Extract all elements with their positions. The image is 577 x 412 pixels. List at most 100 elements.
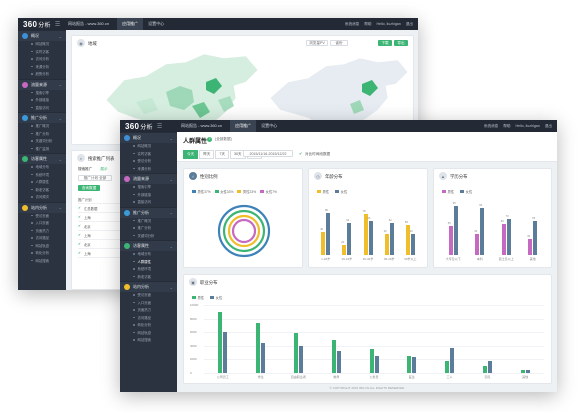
- sidebar-group[interactable]: 推广分析 ⌄: [120, 206, 177, 218]
- sidebar-item[interactable]: 趋势分析: [18, 71, 66, 79]
- bar[interactable]: [331, 340, 336, 373]
- date-tab[interactable]: 昨天: [199, 150, 215, 159]
- bar[interactable]: [475, 234, 480, 255]
- row-checkbox[interactable]: ✔: [78, 215, 81, 219]
- sidebar-group[interactable]: 概况 ⌄: [18, 30, 66, 41]
- sidebar-item[interactable]: 推广分析: [120, 225, 177, 233]
- bar[interactable]: [389, 222, 394, 255]
- bar[interactable]: [342, 244, 347, 255]
- table-row[interactable]: 推广计划: [78, 195, 156, 204]
- sidebar-item[interactable]: 访问分析: [18, 56, 66, 64]
- sidebar-item[interactable]: 推广分析: [18, 131, 66, 139]
- compare-label[interactable]: 对比时间段数据: [305, 152, 331, 156]
- bar[interactable]: [321, 231, 326, 255]
- row-checkbox[interactable]: ✔: [78, 224, 81, 228]
- sidebar-item[interactable]: 关键词分析: [18, 138, 66, 146]
- row-checkbox[interactable]: ✔: [78, 206, 81, 210]
- compare-checkbox[interactable]: ✔: [299, 151, 303, 156]
- user-greeting[interactable]: Hello, liuzhigan: [515, 123, 540, 128]
- date-tab[interactable]: 7天: [215, 150, 229, 159]
- sidebar-group[interactable]: 概况 ⌄: [120, 132, 177, 143]
- sidebar-item[interactable]: 转化分析: [18, 250, 66, 258]
- bar[interactable]: [448, 226, 453, 255]
- tab-settings[interactable]: 设置中心: [261, 123, 278, 128]
- sidebar-item[interactable]: 搜索引擎: [120, 184, 177, 192]
- query-button[interactable]: 查询数据: [78, 185, 100, 191]
- bar[interactable]: [374, 356, 379, 373]
- help-link[interactable]: 帮助: [503, 123, 511, 128]
- bar[interactable]: [480, 208, 485, 255]
- system-message-link[interactable]: 系统消息: [483, 123, 499, 128]
- bar[interactable]: [506, 218, 511, 255]
- bar[interactable]: [326, 213, 331, 255]
- metric-select[interactable]: 浏览量PV: [306, 40, 328, 46]
- sidebar-item[interactable]: 推广监测: [18, 146, 66, 154]
- logo[interactable]: 360分析: [23, 19, 51, 29]
- site-label[interactable]: 网站报告 - www.360.cn: [68, 21, 110, 26]
- sidebar-item[interactable]: 外部链接: [18, 97, 66, 105]
- bar[interactable]: [487, 361, 492, 373]
- sidebar-item[interactable]: 转化分析: [120, 322, 177, 330]
- sidebar-group[interactable]: 推广分析 ⌄: [18, 112, 66, 123]
- sidebar-item[interactable]: 推广概况: [18, 123, 66, 131]
- bar[interactable]: [450, 347, 455, 373]
- sidebar-item[interactable]: 访问路径: [18, 235, 66, 243]
- sidebar-item[interactable]: 实时访客: [18, 49, 66, 57]
- tab-search-promo[interactable]: 搜索推广: [78, 167, 93, 171]
- site-label[interactable]: 网站报告 - www.360.cn: [181, 123, 223, 128]
- sidebar-group[interactable]: 访客属性 ⌄: [120, 240, 177, 251]
- sidebar-item[interactable]: 网站轨迹: [120, 330, 177, 338]
- bar[interactable]: [520, 370, 525, 373]
- sidebar-item[interactable]: 关键词分析: [120, 233, 177, 241]
- user-greeting[interactable]: Hello, liuzhigan: [376, 21, 401, 26]
- tab-settings[interactable]: 设置中心: [148, 21, 165, 26]
- sidebar-item[interactable]: 受访分析: [120, 158, 177, 166]
- sidebar-item[interactable]: 地域分布: [120, 251, 177, 259]
- row-checkbox[interactable]: ✔: [78, 233, 81, 237]
- sidebar-item[interactable]: 来源分析: [18, 64, 66, 72]
- table-row[interactable]: ✔ 汇总数据: [78, 204, 156, 213]
- tab-app-promo[interactable]: 应用推广: [117, 18, 144, 30]
- logout-link[interactable]: 退出: [544, 123, 552, 128]
- sidebar-item[interactable]: 页面热力: [120, 307, 177, 315]
- sidebar-item[interactable]: 新老访客: [120, 274, 177, 282]
- sidebar-item[interactable]: 直接访问: [18, 105, 66, 113]
- sidebar-group[interactable]: 站内分析 ⌄: [120, 281, 177, 292]
- bar[interactable]: [347, 222, 352, 255]
- bar[interactable]: [525, 369, 530, 373]
- info-icon[interactable]: ?: [207, 137, 212, 142]
- bar[interactable]: [363, 214, 368, 255]
- sidebar-item[interactable]: 来源分析: [120, 166, 177, 174]
- row-checkbox[interactable]: ✔: [78, 251, 81, 255]
- sidebar-item[interactable]: 系统环境: [120, 266, 177, 274]
- sidebar-group[interactable]: 站内分析 ⌄: [18, 201, 66, 213]
- bar[interactable]: [384, 234, 389, 255]
- sidebar-item[interactable]: 受访页面: [18, 213, 66, 221]
- bar[interactable]: [528, 239, 533, 255]
- sidebar-item[interactable]: 实时访客: [120, 151, 177, 159]
- sidebar-item[interactable]: 人群属性: [120, 259, 177, 267]
- plan-filter-select[interactable]: 推广计划 全部: [78, 175, 112, 181]
- sidebar-item[interactable]: 人群属性: [18, 179, 66, 187]
- bar[interactable]: [445, 360, 450, 373]
- table-row[interactable]: ✔ 北京: [78, 222, 156, 231]
- sidebar-item[interactable]: 网站概况: [18, 41, 66, 49]
- sidebar-group[interactable]: 流量来源 ⌄: [120, 173, 177, 184]
- sidebar-item[interactable]: 访问频次: [18, 194, 66, 202]
- table-row[interactable]: ✔ 北京: [78, 240, 156, 249]
- sidebar-item[interactable]: 新老访客: [18, 187, 66, 195]
- sidebar-group[interactable]: 访客属性 ⌄: [18, 153, 66, 164]
- bar[interactable]: [293, 332, 298, 373]
- sidebar-item[interactable]: 网站概况: [120, 143, 177, 151]
- date-tab[interactable]: 今天: [183, 150, 199, 159]
- download-button[interactable]: 下载: [378, 40, 392, 46]
- bar[interactable]: [407, 356, 412, 373]
- bar[interactable]: [368, 220, 373, 255]
- sidebar-item[interactable]: 入口页面: [120, 300, 177, 308]
- menu-toggle-icon[interactable]: ☰: [54, 21, 61, 28]
- menu-toggle-icon[interactable]: ☰: [156, 123, 163, 130]
- bar[interactable]: [218, 312, 223, 373]
- bar[interactable]: [405, 224, 410, 255]
- bar[interactable]: [298, 345, 303, 373]
- bar[interactable]: [336, 350, 341, 373]
